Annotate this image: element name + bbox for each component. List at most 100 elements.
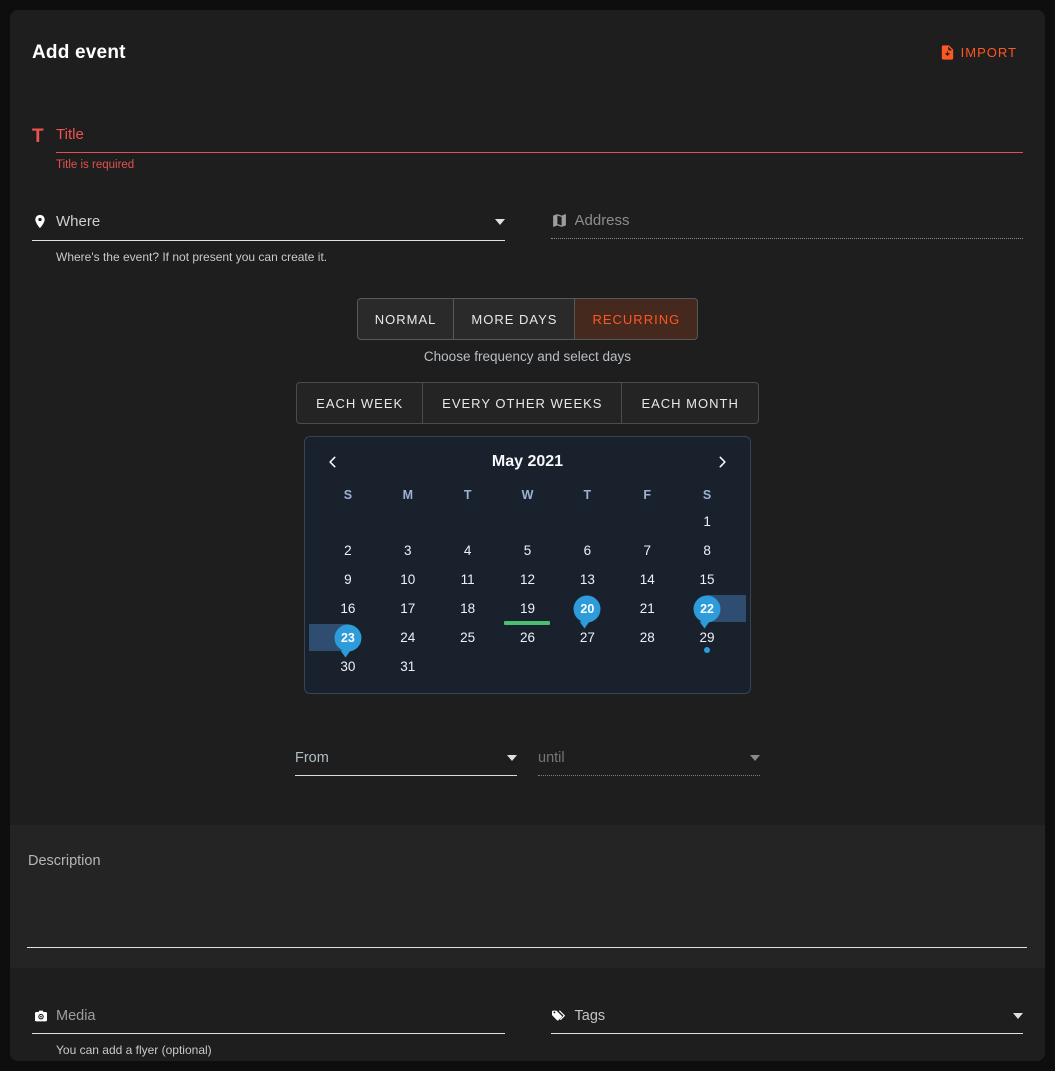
- calendar-day-18[interactable]: 18: [438, 594, 498, 623]
- calendar-day-16[interactable]: 16: [318, 594, 378, 623]
- tags-select[interactable]: Tags: [550, 1008, 1023, 1034]
- calendar-day-1[interactable]: 1: [677, 507, 737, 536]
- calendar-day-empty: [557, 507, 617, 536]
- day-number: 16: [340, 601, 356, 616]
- calendar-month-label: May 2021: [491, 453, 564, 470]
- calendar-day-23[interactable]: 23: [309, 623, 378, 657]
- calendar-day-15[interactable]: 15: [677, 565, 737, 594]
- chevron-down-icon: [494, 218, 505, 225]
- chevron-down-icon: [1013, 1013, 1023, 1019]
- calendar-day-28[interactable]: 28: [617, 623, 677, 652]
- location-pin-icon: [32, 212, 56, 231]
- calendar-day-2[interactable]: 2: [318, 536, 378, 565]
- calendar-next-button[interactable]: [713, 453, 731, 471]
- where-helper-text: Where's the event? If not present you ca…: [56, 250, 328, 264]
- day-number: 30: [340, 659, 356, 674]
- calendar-day-30[interactable]: 30: [318, 652, 378, 681]
- calendar-day-6[interactable]: 6: [557, 536, 617, 565]
- day-number: 17: [400, 601, 416, 616]
- day-number: 18: [460, 601, 476, 616]
- day-number: 8: [703, 543, 711, 558]
- address-input[interactable]: [574, 212, 1023, 229]
- calendar-weekday-label: F: [643, 488, 652, 502]
- calendar-day-12[interactable]: 12: [498, 565, 558, 594]
- title-underline: [56, 152, 1023, 153]
- calendar-day-empty: [677, 652, 737, 681]
- chevron-down-icon: [750, 755, 760, 761]
- where-select[interactable]: Where: [32, 212, 505, 241]
- tab-recurring[interactable]: RECURRING: [575, 298, 699, 340]
- calendar-day-26[interactable]: 26: [498, 623, 558, 652]
- calendar-day-empty: [617, 507, 677, 536]
- calendar-day-9[interactable]: 9: [318, 565, 378, 594]
- day-number: 27: [579, 630, 595, 645]
- from-time-label: From: [295, 750, 329, 766]
- map-icon: [551, 212, 575, 229]
- media-input[interactable]: [56, 1008, 505, 1024]
- chevron-left-icon: [326, 455, 340, 469]
- calendar-day-14[interactable]: 14: [617, 565, 677, 594]
- calendar-day-3[interactable]: 3: [378, 536, 438, 565]
- day-number: 19: [519, 601, 535, 616]
- calendar-day-5[interactable]: 5: [498, 536, 558, 565]
- frequency-option-each-week[interactable]: EACH WEEK: [296, 382, 424, 424]
- calendar-day-empty: [378, 507, 438, 536]
- day-number: 5: [523, 543, 532, 558]
- description-field[interactable]: Description: [10, 825, 1045, 968]
- calendar-prev-button[interactable]: [324, 453, 342, 471]
- tab-more-days[interactable]: MORE DAYS: [454, 298, 576, 340]
- title-field: T Title is required: [32, 122, 1023, 171]
- calendar-day-24[interactable]: 24: [378, 623, 438, 652]
- import-button-label: IMPORT: [960, 45, 1017, 60]
- day-number: 2: [344, 543, 352, 558]
- calendar-day-19[interactable]: 19: [498, 594, 558, 625]
- calendar-day-17[interactable]: 17: [378, 594, 438, 623]
- day-number: 10: [400, 572, 416, 587]
- day-number: 20: [580, 601, 595, 616]
- calendar-day-21[interactable]: 21: [617, 594, 677, 623]
- title-input[interactable]: [56, 122, 1023, 152]
- import-button[interactable]: IMPORT: [933, 40, 1023, 65]
- day-number: 15: [699, 572, 715, 587]
- camera-icon: [32, 1008, 56, 1024]
- where-field: Where Where's the event? If not present …: [32, 212, 505, 264]
- calendar-grid: 1 2 3 4 5 6 7 8 9 10 11 12 13 14 15 16 17 18 19 20 21 22 23 24 2…: [309, 507, 746, 681]
- calendar-day-13[interactable]: 13: [557, 565, 617, 594]
- calendar-day-7[interactable]: 7: [617, 536, 677, 565]
- title-text-icon: T: [32, 126, 44, 147]
- calendar-day-31[interactable]: 31: [378, 652, 438, 681]
- where-select-label: Where: [56, 213, 101, 230]
- day-number: 26: [519, 630, 535, 645]
- from-time-select[interactable]: From: [295, 750, 517, 776]
- calendar-weekday-label: T: [583, 488, 592, 502]
- calendar-day-11[interactable]: 11: [438, 565, 498, 594]
- day-number: 9: [344, 572, 352, 587]
- day-number: 6: [583, 543, 592, 558]
- add-event-dialog: Add event IMPORT T Title is required: [10, 10, 1045, 1061]
- calendar-day-8[interactable]: 8: [677, 536, 737, 565]
- day-number: 14: [639, 572, 655, 587]
- calendar-day-empty: [318, 507, 378, 536]
- calendar-header: May 2021: [318, 445, 737, 479]
- tab-normal[interactable]: NORMAL: [356, 298, 455, 340]
- calendar-day-20[interactable]: 20: [557, 594, 617, 628]
- calendar-day-empty: [498, 507, 558, 536]
- calendar-day-4[interactable]: 4: [438, 536, 498, 565]
- day-number: 1: [703, 514, 711, 529]
- calendar-day-29[interactable]: 29: [677, 623, 737, 653]
- media-field: You can add a flyer (optional): [32, 1008, 505, 1057]
- calendar-day-27[interactable]: 27: [557, 623, 617, 652]
- day-number: 3: [404, 543, 412, 558]
- calendar-day-22[interactable]: 22: [677, 594, 746, 628]
- calendar-day-10[interactable]: 10: [378, 565, 438, 594]
- frequency-options: EACH WEEK EVERY OTHER WEEKS EACH MONTH: [32, 382, 1023, 424]
- calendar-weekday-label: W: [521, 488, 534, 502]
- day-number: 22: [700, 601, 715, 616]
- frequency-option-every-other-weeks[interactable]: EVERY OTHER WEEKS: [423, 382, 623, 424]
- day-number: 7: [643, 543, 651, 558]
- frequency-option-each-month[interactable]: EACH MONTH: [622, 382, 759, 424]
- description-label: Description: [28, 853, 101, 869]
- address-field: [550, 212, 1023, 264]
- calendar-day-25[interactable]: 25: [438, 623, 498, 652]
- until-time-select[interactable]: until: [538, 750, 760, 776]
